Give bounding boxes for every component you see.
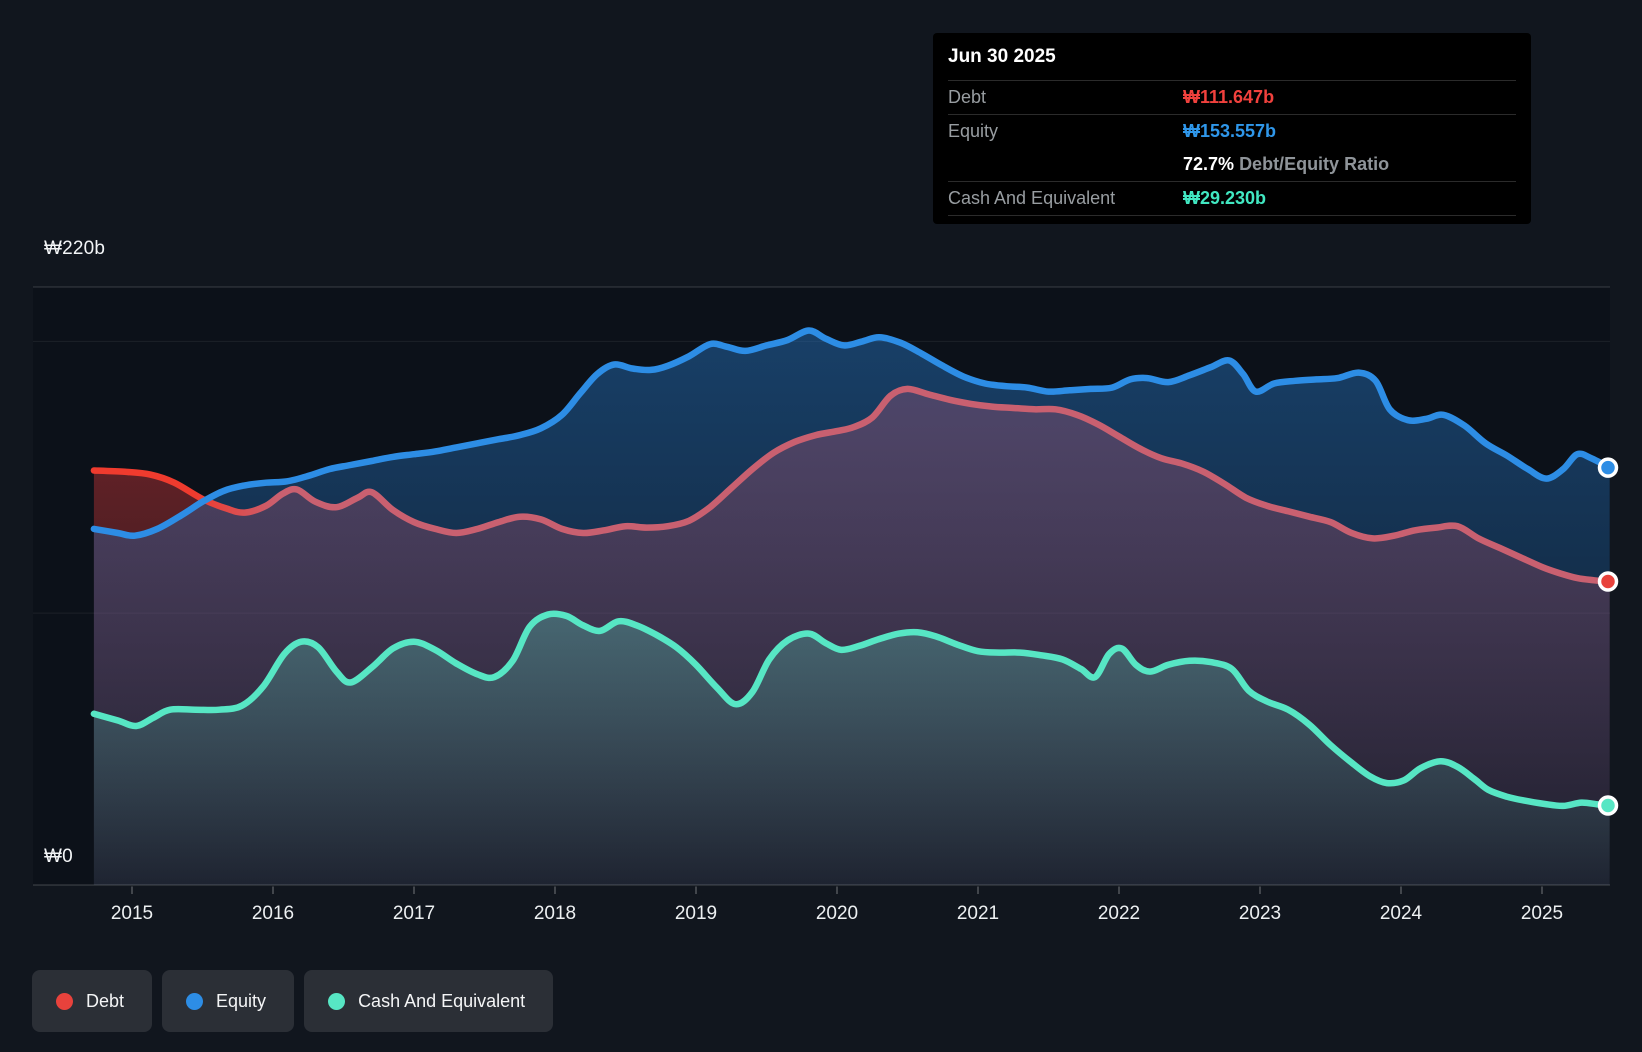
tooltip-cash-label: Cash And Equivalent [948, 188, 1116, 208]
y-axis-label-max: ₩220b [44, 238, 106, 259]
tooltip-ratio-row: 72.7% Debt/Equity Ratio [948, 148, 1516, 181]
tooltip-cash-value: ₩29.230b [1183, 188, 1267, 208]
x-axis-label-2023: 2023 [1238, 903, 1282, 924]
legend-chip-cash-and-equivalent[interactable]: Cash And Equivalent [304, 970, 554, 1032]
x-axis-label-2022: 2022 [1097, 903, 1141, 924]
tooltip-debt-label: Debt [948, 87, 987, 107]
x-axis-label-2015: 2015 [110, 903, 154, 924]
chart-legend: Debt Equity Cash And Equivalent [32, 970, 554, 1032]
x-axis-label-2016: 2016 [251, 903, 295, 924]
legend-label: Cash And Equivalent [358, 990, 526, 1011]
legend-dot-icon [56, 992, 73, 1010]
debt-endpoint-marker [1597, 571, 1619, 592]
equity-line [90, 327, 1613, 540]
tooltip-ratio-label: Debt/Equity Ratio [1239, 154, 1390, 174]
legend-dot-icon [328, 992, 346, 1010]
cash-line [90, 610, 1613, 810]
x-axis-label-2019: 2019 [674, 903, 718, 924]
legend-label: Equity [216, 990, 267, 1011]
legend-dot-icon [186, 992, 204, 1010]
tooltip-ratio: 72.7% Debt/Equity Ratio [1183, 154, 1389, 175]
x-axis-label-2021: 2021 [956, 903, 1000, 924]
cash-endpoint-marker [1597, 795, 1619, 816]
x-axis-label-2018: 2018 [533, 903, 577, 924]
x-axis-label-2024: 2024 [1379, 903, 1423, 924]
tooltip-date: Jun 30 2025 [948, 45, 1056, 67]
debt-line [90, 385, 1613, 585]
y-axis-label-zero: ₩0 [44, 846, 73, 867]
cash-area [93, 613, 1610, 885]
x-axis-label-2020: 2020 [815, 903, 859, 924]
tooltip-debt-row: Debt ₩111.647b [948, 80, 1516, 114]
x-axis-label-2017: 2017 [392, 903, 436, 924]
tooltip-debt-value: ₩111.647b [1183, 87, 1275, 107]
legend-chip-equity[interactable]: Equity [162, 970, 295, 1032]
chart-tooltip: Jun 30 2025 Debt ₩111.647b Equity ₩153.5… [933, 33, 1531, 224]
tooltip-equity-value: ₩153.557b [1183, 121, 1277, 141]
tooltip-ratio-value: 72.7% [1183, 154, 1235, 174]
equity-endpoint-marker [1597, 457, 1619, 478]
tooltip-equity-label: Equity [948, 121, 999, 141]
x-axis-label-2025: 2025 [1520, 903, 1564, 924]
legend-label: Debt [86, 990, 125, 1011]
tooltip-cash-row: Cash And Equivalent ₩29.230b [948, 181, 1516, 216]
tooltip-equity-row: Equity ₩153.557b [948, 114, 1516, 148]
legend-chip-debt[interactable]: Debt [32, 970, 153, 1032]
